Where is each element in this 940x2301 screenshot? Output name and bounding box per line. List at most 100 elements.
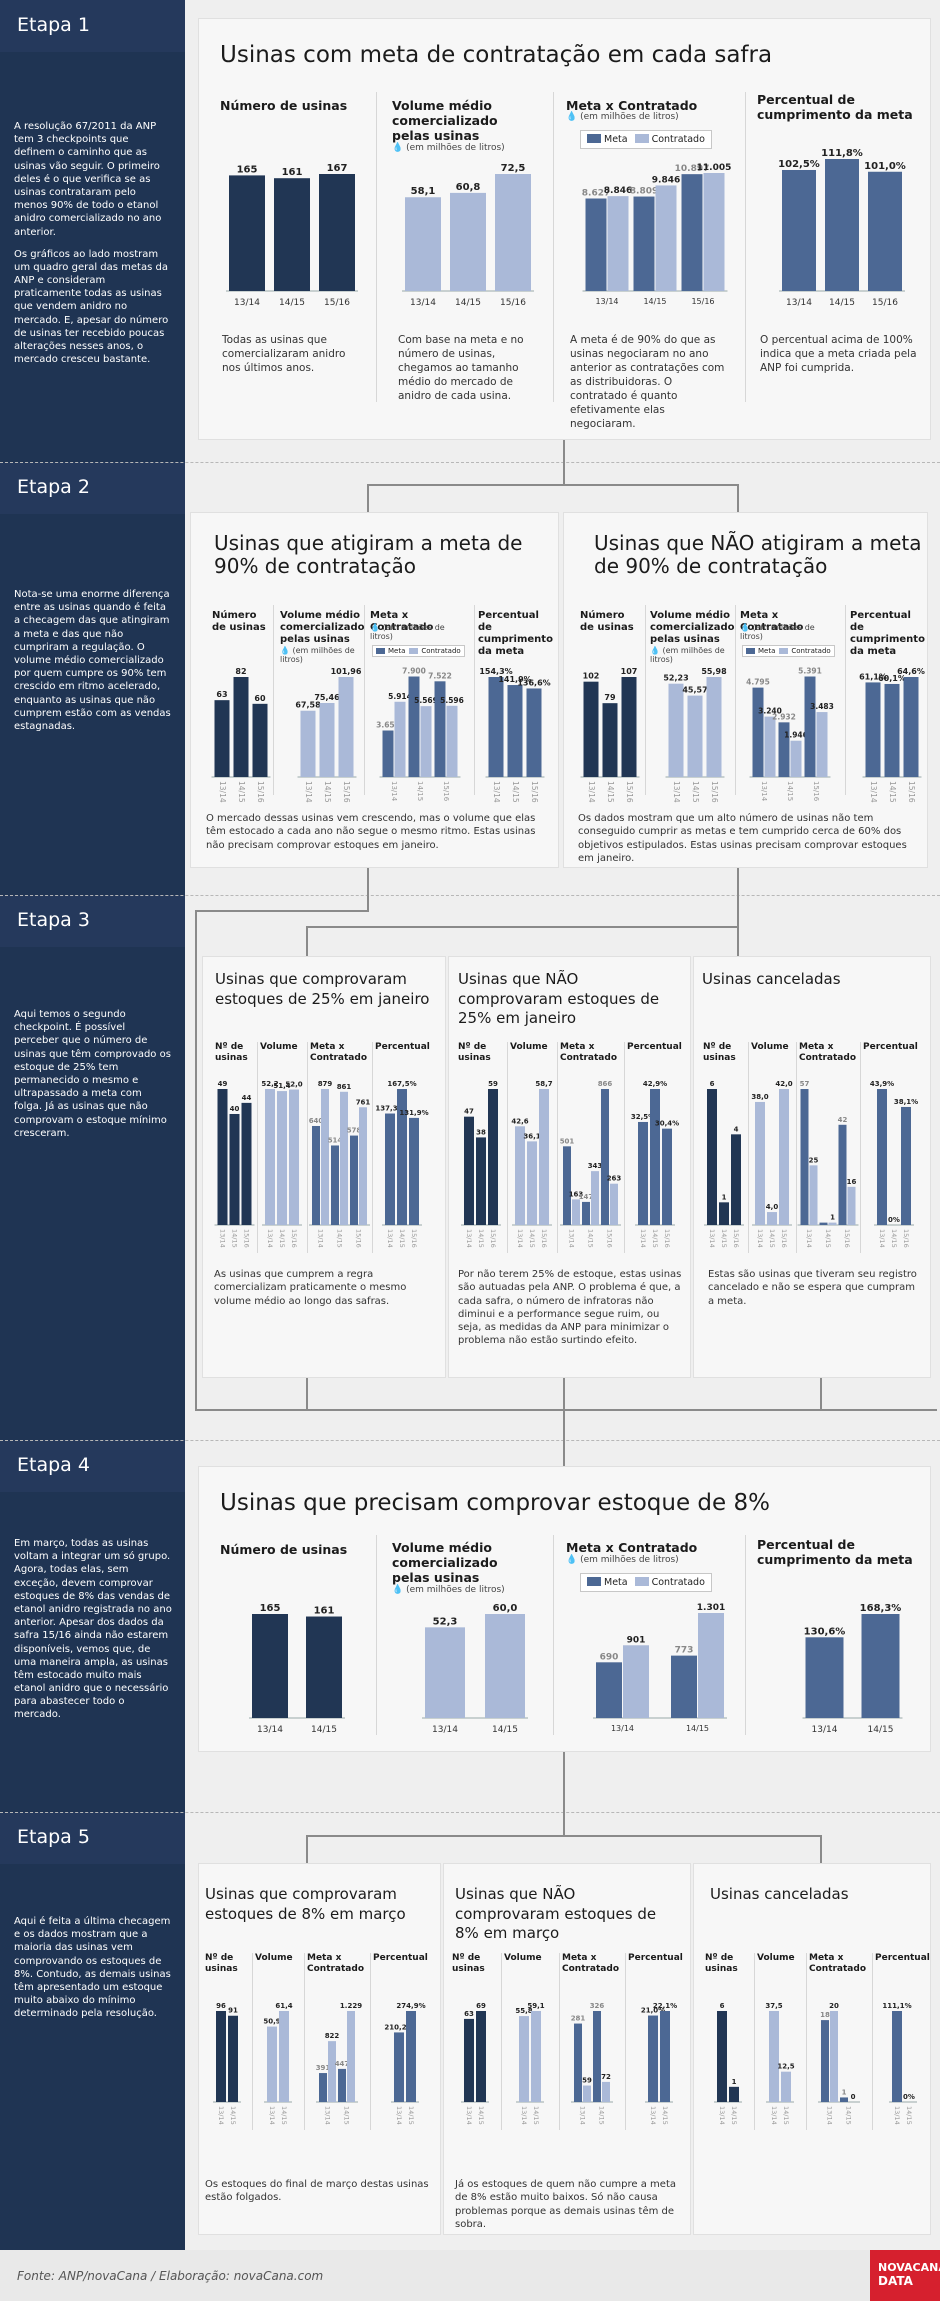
bar [397, 1089, 407, 1225]
bar [394, 701, 406, 777]
data-label: 4,0 [766, 1203, 779, 1211]
bar [464, 2018, 474, 2102]
data-label: 18 [820, 2011, 830, 2019]
data-label: 1.301 [697, 1603, 725, 1613]
data-label: 45,57 [682, 686, 707, 695]
chart-title: Nº de usinas [215, 1042, 248, 1063]
flow-connector [306, 1835, 822, 1837]
tick-label: 14/15 [528, 1229, 536, 1248]
chart-e1-n: 165 13/14 161 14/15 167 15/16 [226, 163, 358, 308]
data-label: 1 [842, 2088, 847, 2096]
novacana-logo[interactable]: NOVACANA DATA [870, 2250, 940, 2301]
chart-title: Número de usinas [212, 610, 266, 633]
tick-label: 15/16 [489, 1229, 497, 1248]
chart-e3a-v: 52,2 13/14 51,4 14/15 52,0 15/16 [261, 1080, 302, 1248]
tick-label: 15/16 [410, 1229, 418, 1248]
stage-4-text: Em março, todas as usinas voltam a integ… [14, 1537, 172, 1731]
chart-title: Meta x Contratado [562, 1953, 620, 1974]
unit-label: 💧 (em milhões de litros) [370, 623, 460, 641]
bar [838, 1124, 847, 1225]
data-label: 1 [732, 2078, 737, 2086]
tick-label: 15/16 [540, 1229, 548, 1248]
tick-label: 14/15 [890, 1229, 898, 1248]
data-label: 44 [242, 1094, 252, 1102]
divider [553, 1535, 554, 1735]
chart-title: Nº de usinas [205, 1953, 238, 1974]
legend-label: Meta [604, 1577, 628, 1588]
data-label: 8.809 [630, 187, 658, 197]
divider [501, 1953, 502, 2130]
flow-connector [737, 926, 739, 956]
data-label: 59 [582, 2077, 592, 2085]
data-label: 0% [903, 2093, 915, 2101]
data-label: 161 [282, 167, 303, 178]
flow-connector [737, 484, 739, 512]
tick-label: 14/15 [455, 298, 481, 308]
chart-title: Meta x Contratado [809, 1953, 867, 1974]
bar [830, 2011, 838, 2102]
data-label: 20 [829, 2002, 839, 2010]
divider [559, 1953, 560, 2130]
bar [267, 2026, 277, 2102]
bar [394, 2032, 404, 2102]
bar [698, 1613, 724, 1718]
bar [769, 2011, 779, 2102]
bar [706, 677, 722, 777]
unit-label: 💧 (em milhões de litros) [566, 1555, 679, 1565]
legend-swatch [634, 134, 649, 143]
tick-label: 13/14 [893, 2106, 901, 2125]
flow-connector [195, 910, 369, 912]
data-label: 58,1 [411, 186, 436, 197]
chart-e5a-v: 50,9 13/14 61,4 14/15 [263, 2002, 292, 2125]
tick-label: 13/14 [718, 2106, 726, 2125]
data-label: 3.483 [810, 702, 834, 711]
sidebar [0, 0, 185, 2250]
bar [892, 2011, 902, 2102]
bar [515, 1126, 525, 1225]
data-label: 5.391 [798, 667, 822, 676]
unit-text: (em milhões de litros) [370, 623, 445, 642]
data-label: 447 [335, 2060, 350, 2068]
flow-connector [820, 1835, 822, 1863]
divider [745, 1535, 746, 1735]
data-label: 514 [328, 1136, 343, 1144]
legend: Meta Contratado [372, 645, 465, 657]
stage-4-title: Etapa 4 [0, 1440, 185, 1492]
bar [347, 2011, 355, 2102]
data-label: 52,3 [433, 1616, 458, 1627]
bar [819, 1222, 828, 1225]
legend-item-meta: Meta [746, 647, 775, 655]
chart-title: Número de usinas [220, 98, 348, 113]
bar [601, 1089, 609, 1225]
tick-label: 15/16 [902, 1229, 910, 1248]
tick-label: 14/15 [280, 2106, 288, 2125]
legend-item-contratado: Contratado [409, 647, 461, 655]
chart-description: Os estoques do final de março destas usi… [205, 2179, 429, 2204]
tick-label: 14/15 [511, 781, 520, 803]
stage-2-title: Etapa 2 [0, 462, 185, 514]
drop-icon: 💧 [280, 646, 290, 655]
stage-2-paragraph: Nota-se uma enorme diferença entre as us… [14, 589, 171, 732]
bar [338, 2068, 346, 2102]
legend-swatch [409, 648, 419, 654]
tick-label: 15/16 [625, 781, 634, 803]
divider [376, 92, 377, 402]
data-label: 21,0% [641, 2007, 665, 2015]
chart-e5a-n: 96 13/14 91 14/15 [213, 2002, 241, 2125]
logo-text: DATA [878, 2273, 913, 2288]
bar [228, 2015, 238, 2102]
data-label: 79 [604, 693, 616, 702]
bar [650, 1089, 660, 1225]
legend-swatch [746, 648, 755, 654]
divider [0, 1812, 940, 1813]
data-label: 690 [600, 1652, 619, 1662]
data-label: 38,0 [751, 1093, 768, 1101]
stage-5-title: Etapa 5 [0, 1812, 185, 1864]
bar [409, 1117, 419, 1225]
tick-label: 13/14 [304, 781, 313, 803]
bar [840, 2097, 848, 2102]
data-label: 63 [216, 690, 227, 699]
tick-label: 13/14 [568, 1229, 576, 1248]
bar [406, 2011, 416, 2102]
data-label: 52,0 [285, 1081, 302, 1089]
